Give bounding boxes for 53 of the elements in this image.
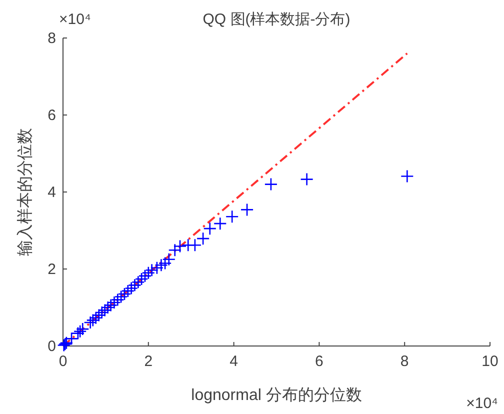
point [132,275,145,289]
point [158,256,172,270]
y-tick-label: 4 [48,184,56,201]
point [240,203,254,216]
point [108,296,121,310]
x-tick-label: 10 [482,353,498,370]
y-tick-label: 6 [48,107,56,124]
point [150,261,164,274]
point [145,264,158,277]
point [95,306,109,320]
text: ×10⁴ [466,395,498,412]
point [104,298,118,312]
y-tick-label: 0 [48,338,56,355]
point [128,278,142,292]
point [134,272,148,286]
x-tick-label: 8 [400,353,409,370]
y-tick-label: 8 [48,30,56,47]
point [264,178,278,191]
point [98,304,112,317]
point [76,322,90,336]
point [64,332,78,346]
point [225,210,239,224]
y-tick-label: 2 [48,261,56,278]
point [173,240,187,253]
point [138,269,152,283]
point [124,282,138,295]
point [400,170,414,183]
point [89,311,103,325]
chart-title: QQ 图(样本数据-分布) [202,11,350,28]
point [111,293,124,306]
point [101,300,114,314]
point [86,314,100,327]
point [300,172,314,186]
point [92,308,106,322]
y-axis-title: 输入样本的分位数 [16,128,34,256]
point [121,284,135,298]
point [84,316,97,330]
point [196,232,210,246]
point [168,243,182,257]
point [114,290,128,304]
point [118,287,132,301]
point [213,216,227,230]
x-tick-label: 4 [230,353,238,370]
point [203,222,217,236]
x-tick-label: 0 [58,353,68,370]
point [188,238,202,252]
x-axis-title: lognormal 分布的分位数 [191,387,362,404]
x-tick-label: 6 [315,353,324,370]
x-tick-label: 2 [144,353,153,370]
point [154,258,168,272]
point [142,266,156,280]
text: ×10⁴ [59,11,91,28]
point [162,252,176,266]
